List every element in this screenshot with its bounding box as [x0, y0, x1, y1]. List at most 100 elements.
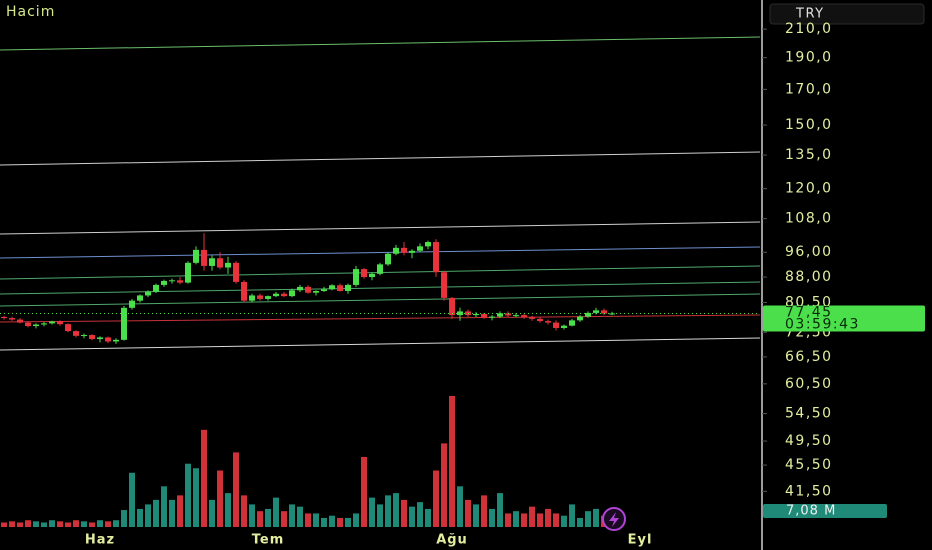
candle-body — [129, 300, 135, 308]
candle-body — [81, 335, 87, 337]
candle-body — [9, 318, 15, 320]
volume-bar — [273, 497, 279, 527]
candle-body — [193, 249, 199, 263]
volume-bar — [9, 521, 15, 527]
volume-bar — [41, 522, 47, 527]
currency-box[interactable] — [769, 3, 925, 25]
volume-bar — [33, 521, 39, 527]
volume-bar — [433, 470, 439, 527]
candle-body — [137, 295, 143, 301]
volume-bar — [257, 511, 263, 527]
candle-body — [233, 262, 239, 282]
volume-bar — [57, 521, 63, 527]
candle-body — [505, 313, 511, 316]
volume-bar — [441, 443, 447, 527]
volume-bar — [121, 510, 127, 527]
candle-body — [265, 296, 271, 299]
x-tick-label: Tem — [252, 533, 285, 548]
trend-line — [0, 337, 761, 351]
volume-bar — [81, 521, 87, 527]
volume-bar — [337, 517, 343, 527]
candle-body — [481, 314, 487, 318]
volume-bar — [577, 517, 583, 527]
volume-bar — [89, 522, 95, 527]
candle-body — [33, 324, 39, 327]
volume-bar — [1, 522, 7, 527]
lightning-icon[interactable] — [602, 507, 626, 531]
volume-bar — [585, 511, 591, 527]
volume-bar — [361, 456, 367, 527]
y-tick-label: 54,50 — [785, 406, 833, 422]
volume-bar — [353, 513, 359, 527]
volume-bar — [409, 506, 415, 527]
volume-bar — [289, 504, 295, 527]
volume-bar — [281, 511, 287, 527]
volume-bar — [161, 486, 167, 527]
volume-bar — [65, 522, 71, 527]
volume-bar — [553, 513, 559, 527]
volume-bar — [73, 520, 79, 527]
volume-bar — [305, 513, 311, 527]
candle-body — [65, 324, 71, 332]
volume-bar — [505, 513, 511, 527]
y-tick-label: 49,50 — [785, 433, 833, 449]
candle-body — [537, 318, 543, 322]
volume-bar — [529, 506, 535, 527]
y-tick-label: 41,50 — [785, 483, 833, 499]
candle-body — [49, 321, 55, 324]
x-tick-label: Ağu — [436, 533, 468, 548]
candle-body — [169, 280, 175, 282]
candle-body — [17, 319, 23, 323]
candle-body — [473, 314, 479, 316]
last-price-marker — [763, 305, 925, 332]
candle-body — [121, 307, 127, 340]
volume-bar — [321, 517, 327, 527]
x-tick-label: Eyl — [628, 533, 653, 548]
volume-bar — [537, 513, 543, 527]
volume-bar — [129, 472, 135, 527]
last-price-label: 77,45 — [785, 304, 833, 320]
candle-body — [449, 297, 455, 316]
y-tick-label: 88,00 — [785, 269, 833, 285]
candle-body — [377, 264, 383, 274]
icon-bolt[interactable] — [609, 512, 619, 527]
volume-bar — [297, 506, 303, 527]
candle-body — [41, 323, 47, 325]
volume-bar — [569, 504, 575, 527]
volume-bar — [137, 508, 143, 527]
volume-bar — [25, 520, 31, 527]
candle-body — [593, 310, 599, 313]
y-tick-label: 190,0 — [785, 50, 833, 66]
candle-body — [281, 293, 287, 297]
volume-bar — [465, 499, 471, 527]
volume-bar — [217, 470, 223, 527]
candle-body — [321, 289, 327, 291]
volume-bar — [329, 515, 335, 527]
candle-body — [601, 310, 607, 314]
candle-body — [425, 242, 431, 247]
volume-bar — [425, 508, 431, 527]
candle-body — [217, 258, 223, 268]
volume-bar — [249, 504, 255, 527]
volume-bar — [185, 463, 191, 527]
candle-body — [417, 246, 423, 251]
candle-body — [249, 295, 255, 301]
candle-body — [273, 293, 279, 297]
volume-bar — [313, 513, 319, 527]
candle-body — [569, 320, 575, 326]
volume-bar — [153, 499, 159, 527]
candle-body — [345, 284, 351, 291]
candle-body — [385, 253, 391, 265]
volume-bar — [393, 493, 399, 527]
candle-body — [241, 281, 247, 301]
currency[interactable]: TRY — [795, 7, 825, 22]
candle-body — [545, 321, 551, 323]
volume-bar — [113, 520, 119, 527]
volume-bar — [209, 499, 215, 527]
candle-body — [97, 337, 103, 340]
volume-bar — [193, 468, 199, 527]
volume-bar — [169, 499, 175, 527]
trend-line — [0, 36, 761, 51]
trend-line — [0, 293, 761, 307]
candle-body — [177, 280, 183, 283]
